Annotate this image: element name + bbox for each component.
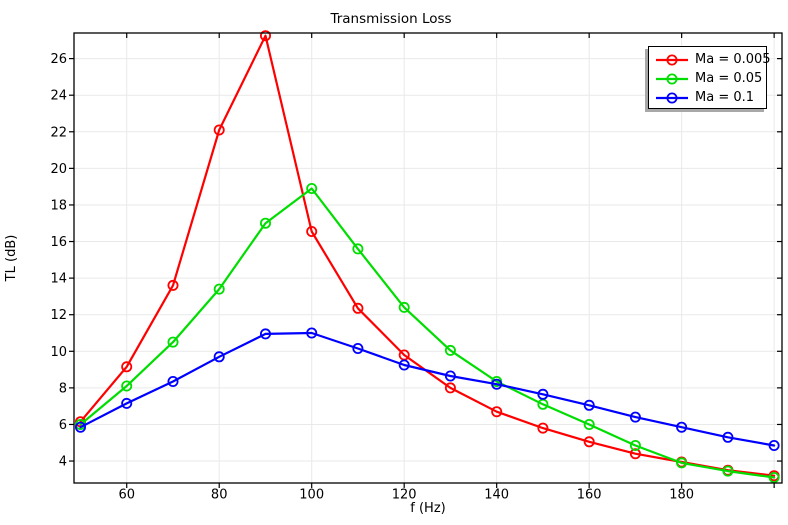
- x-tick-label: 60: [118, 488, 135, 503]
- data-point-marker: [352, 342, 364, 354]
- data-point-marker: [491, 378, 503, 390]
- data-point-marker: [259, 328, 271, 340]
- legend-label: Ma = 0.1: [695, 89, 755, 105]
- data-point-marker: [583, 436, 595, 448]
- legend-item: Ma = 0.05: [649, 69, 766, 88]
- data-point-marker: [444, 382, 456, 394]
- y-tick-label: 14: [50, 272, 67, 287]
- data-point-marker: [629, 448, 641, 460]
- gridlines: [74, 33, 782, 483]
- y-tick-label: 24: [50, 89, 67, 104]
- legend-item: Ma = 0.1: [649, 88, 766, 107]
- x-tick-label: 120: [392, 488, 417, 503]
- y-tick-label: 8: [59, 381, 67, 396]
- legend-label: Ma = 0.005: [695, 51, 771, 67]
- plot-border: [73, 32, 783, 484]
- data-point-marker: [444, 370, 456, 382]
- data-point-marker: [722, 465, 734, 477]
- data-point-marker: [583, 399, 595, 411]
- x-tick-label: 80: [211, 488, 228, 503]
- data-point-marker: [306, 327, 318, 339]
- y-tick-label: 6: [59, 418, 67, 433]
- legend: Ma = 0.005 Ma = 0.05 Ma = 0.1: [648, 46, 771, 109]
- data-point-marker: [121, 361, 133, 373]
- data-point-marker: [676, 421, 688, 433]
- data-point-marker: [629, 439, 641, 451]
- y-tick-label: 10: [50, 345, 67, 360]
- y-tick-label: 22: [50, 125, 67, 140]
- series-markers-1: [75, 182, 780, 483]
- data-point-marker: [352, 243, 364, 255]
- data-point-marker: [121, 380, 133, 392]
- x-tick-label: 100: [299, 488, 324, 503]
- y-tick-label: 16: [50, 235, 67, 250]
- y-tick-label: 4: [59, 455, 67, 470]
- data-point-marker: [121, 397, 133, 409]
- legend-item: Ma = 0.005: [649, 50, 771, 69]
- y-tick-label: 18: [50, 198, 67, 213]
- data-point-marker: [491, 406, 503, 418]
- data-point-marker: [213, 283, 225, 295]
- tick-labels: 60 80 100 120 140 160 180 4 6 8 10 12 14 16 18 20 22 24 26: [50, 52, 694, 502]
- data-point-marker: [537, 388, 549, 400]
- data-point-marker: [167, 279, 179, 291]
- data-point-marker: [768, 439, 780, 451]
- data-point-marker: [306, 182, 318, 194]
- legend-line-sample-blue: [656, 92, 688, 103]
- data-point-marker: [167, 375, 179, 387]
- data-point-marker: [213, 124, 225, 136]
- legend-line-sample-green: [656, 73, 688, 84]
- data-point-marker: [537, 422, 549, 434]
- data-point-marker: [259, 30, 271, 42]
- data-point-marker: [629, 411, 641, 423]
- legend-line-sample-red: [656, 54, 688, 65]
- data-point-marker: [306, 225, 318, 237]
- y-tick-label: 12: [50, 308, 67, 323]
- x-tick-label: 160: [577, 488, 602, 503]
- data-point-marker: [444, 344, 456, 356]
- data-series: [75, 30, 780, 483]
- series-markers-2: [75, 327, 780, 451]
- data-point-marker: [167, 336, 179, 348]
- data-point-marker: [722, 431, 734, 443]
- y-axis-label: TL (dB): [4, 235, 19, 283]
- y-tick-label: 20: [50, 162, 67, 177]
- series-line-2: [79, 331, 776, 447]
- x-tick-label: 180: [669, 488, 694, 503]
- data-point-marker: [398, 301, 410, 313]
- series-line-1: [79, 187, 776, 479]
- data-point-marker: [352, 302, 364, 314]
- x-tick-label: 140: [484, 488, 509, 503]
- data-point-marker: [398, 359, 410, 371]
- x-axis-label: f (Hz): [410, 501, 445, 516]
- legend-label: Ma = 0.05: [695, 70, 763, 86]
- data-point-marker: [768, 471, 780, 483]
- data-point-marker: [676, 457, 688, 469]
- data-point-marker: [259, 217, 271, 229]
- data-point-marker: [75, 421, 87, 433]
- data-point-marker: [213, 351, 225, 363]
- axes: [69, 32, 783, 488]
- chart-title: Transmission Loss: [329, 11, 451, 27]
- y-tick-label: 26: [50, 52, 67, 67]
- data-point-marker: [583, 418, 595, 430]
